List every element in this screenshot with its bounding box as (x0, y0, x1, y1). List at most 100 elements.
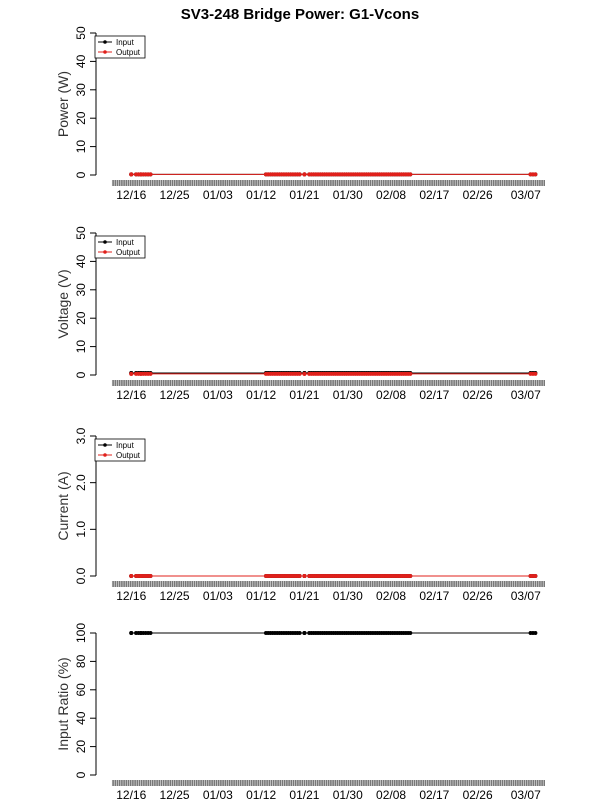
data-point (408, 631, 413, 635)
x-tick-label: 12/16 (116, 589, 146, 603)
x-tick-label: 01/30 (333, 188, 363, 202)
x-tick-label: 02/26 (463, 188, 493, 202)
x-tick-label: 12/25 (160, 589, 190, 603)
x-tick-label: 01/12 (246, 388, 276, 402)
x-tick-label: 02/08 (376, 388, 406, 402)
legend-entry-label: Input (116, 38, 135, 47)
y-tick-label: 0 (74, 771, 88, 778)
x-tick-label: 02/17 (419, 589, 449, 603)
y-tick-label: 20 (74, 740, 88, 754)
data-point (129, 371, 134, 376)
y-tick-label: 80 (74, 654, 88, 668)
y-tick-label: 0.0 (74, 567, 88, 584)
time-band-fill (112, 581, 545, 587)
chart-title: SV3-248 Bridge Power: G1-Vcons (180, 6, 420, 23)
data-point (148, 172, 153, 177)
y-tick-label: 40 (74, 54, 88, 68)
series-input (129, 631, 538, 635)
legend-swatch-point (103, 240, 107, 244)
x-tick-label: 12/16 (116, 788, 146, 800)
data-point (302, 574, 307, 578)
x-tick-label: 03/07 (511, 388, 541, 402)
y-tick-label: 0 (74, 371, 88, 378)
time-band (111, 380, 545, 386)
data-point (408, 172, 413, 177)
time-band (111, 780, 545, 786)
x-tick-label: 12/25 (160, 388, 190, 402)
x-tick-label: 01/03 (203, 788, 233, 800)
x-tick-label: 02/08 (376, 589, 406, 603)
y-tick-label: 40 (74, 711, 88, 725)
y-tick-label: 10 (74, 340, 88, 354)
x-tick-label: 02/08 (376, 188, 406, 202)
data-point (302, 172, 307, 177)
y-tick-label: 10 (74, 140, 88, 154)
time-band-fill (112, 780, 545, 786)
x-tick-label: 01/12 (246, 589, 276, 603)
data-point (302, 371, 307, 376)
data-point (533, 574, 538, 578)
data-point (533, 172, 538, 177)
x-tick-label: 01/21 (289, 589, 319, 603)
x-tick-label: 02/17 (419, 188, 449, 202)
y-tick-label: 20 (74, 111, 88, 125)
series-output (129, 574, 538, 578)
x-tick-label: 01/21 (289, 388, 319, 402)
data-point (129, 631, 134, 635)
x-tick-label: 01/03 (203, 388, 233, 402)
x-tick-label: 02/08 (376, 788, 406, 800)
data-point (408, 574, 413, 578)
data-point (533, 631, 538, 635)
data-point (297, 172, 302, 177)
x-tick-label: 01/03 (203, 589, 233, 603)
y-tick-label: 50 (74, 26, 88, 40)
y-axis-label: Input Ratio (%) (55, 657, 71, 750)
x-tick-label: 01/30 (333, 589, 363, 603)
legend-entry-label: Input (116, 238, 135, 247)
data-point (533, 371, 538, 376)
y-tick-label: 60 (74, 683, 88, 697)
x-tick-label: 02/26 (463, 589, 493, 603)
x-tick-label: 02/26 (463, 788, 493, 800)
y-tick-label: 100 (74, 623, 88, 643)
series-output (129, 371, 538, 376)
panel-3: 0.0 1.0 2.0 3.0 Current (A) 12/16 12/25 01/03 01… (55, 427, 545, 603)
x-tick-label: 02/17 (419, 388, 449, 402)
y-axis-label: Power (W) (55, 71, 71, 137)
data-point (297, 631, 302, 635)
legend-swatch-point (103, 40, 107, 44)
legend-entry-label: Input (116, 441, 135, 450)
legend-swatch-point (103, 453, 107, 457)
legend-entry-label: Output (116, 451, 141, 460)
data-point (297, 574, 302, 578)
x-tick-label: 01/21 (289, 188, 319, 202)
x-tick-label: 12/16 (116, 388, 146, 402)
time-band-fill (112, 180, 545, 186)
x-tick-label: 03/07 (511, 788, 541, 800)
data-point (148, 371, 153, 376)
legend-swatch-point (103, 443, 107, 447)
data-point (302, 631, 307, 635)
x-tick-label: 12/16 (116, 188, 146, 202)
x-tick-label: 01/03 (203, 188, 233, 202)
legend-swatch-point (103, 250, 107, 254)
time-band (111, 180, 545, 186)
y-tick-label: 30 (74, 83, 88, 97)
x-tick-label: 02/26 (463, 388, 493, 402)
y-tick-label: 0 (74, 171, 88, 178)
time-band-fill (112, 380, 545, 386)
x-tick-label: 03/07 (511, 589, 541, 603)
data-point (129, 172, 134, 177)
data-point (129, 574, 134, 578)
x-tick-label: 01/30 (333, 388, 363, 402)
x-tick-label: 01/12 (246, 788, 276, 800)
data-point (148, 631, 153, 635)
x-tick-label: 01/12 (246, 188, 276, 202)
panel-1: 0 10 20 30 40 50 Power (W) 12/16 12/25 01/03 01/12… (55, 26, 545, 202)
x-tick-label: 12/25 (160, 788, 190, 800)
series-output (129, 172, 538, 177)
data-point (408, 371, 413, 376)
x-tick-label: 01/30 (333, 788, 363, 800)
